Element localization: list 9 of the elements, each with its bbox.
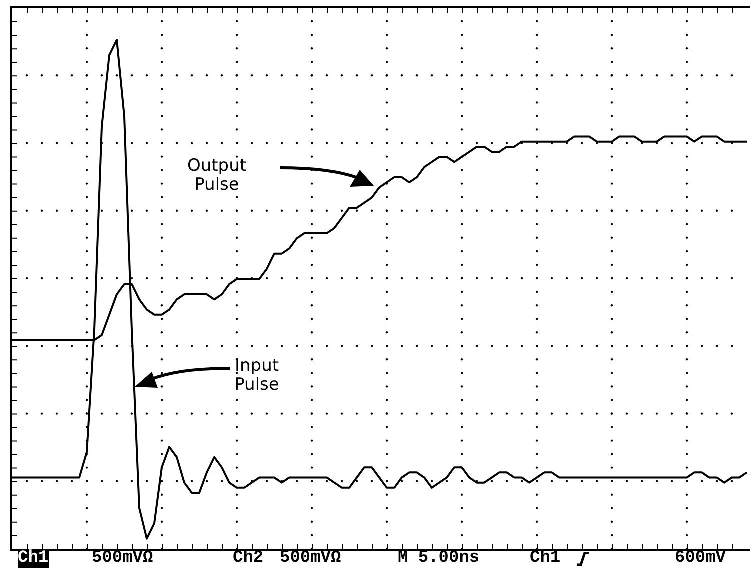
annotation: Ch2 [233, 549, 264, 568]
annotation: Output Pulse [186, 156, 248, 195]
annotation: Input Pulse [234, 356, 280, 395]
annotation: 500mVΩ [280, 549, 342, 568]
annotation: M 5.00ns [398, 549, 480, 568]
annotation: 500mVΩ [92, 549, 154, 568]
annotation: Ch1 [530, 549, 561, 568]
annotation: Ch1 [18, 549, 49, 568]
annotation: 600mV [675, 549, 726, 568]
